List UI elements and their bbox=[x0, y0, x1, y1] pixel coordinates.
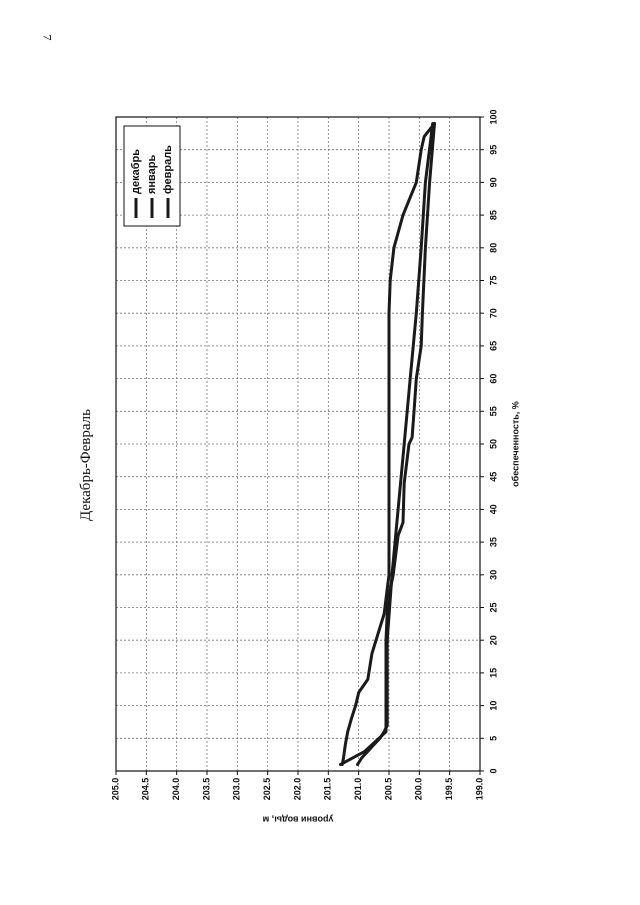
plot-area: 0 5 10 15 20 25 30 35 40 45 50 55 60 65 70 75 80 85 90 95 10… bbox=[110, 109, 520, 824]
y-tick-label: 204.5 bbox=[141, 778, 151, 801]
x-tick-label: 20 bbox=[488, 635, 498, 645]
x-tick-label: 50 bbox=[488, 439, 498, 449]
x-tick-label: 40 bbox=[488, 504, 498, 514]
x-tick-label: 65 bbox=[488, 341, 498, 351]
series-line-3 bbox=[356, 122, 435, 766]
y-tick-label: 204.0 bbox=[171, 778, 181, 801]
legend-label: январь bbox=[146, 154, 158, 194]
x-axis-label: обеспеченность, % bbox=[510, 401, 520, 487]
series-line-1 bbox=[340, 122, 436, 766]
x-tick-label: 70 bbox=[488, 308, 498, 318]
x-tick-label: 15 bbox=[488, 668, 498, 678]
chart-title: Декабрь-Февраль bbox=[78, 409, 94, 521]
y-tick-label: 205.0 bbox=[110, 778, 120, 801]
x-tick-label: 75 bbox=[488, 275, 498, 285]
x-tick-label: 55 bbox=[488, 406, 498, 416]
y-tick-label: 202.5 bbox=[262, 778, 272, 801]
x-tick-label: 85 bbox=[488, 210, 498, 220]
y-tick-label: 203.0 bbox=[232, 778, 242, 801]
y-tick-label: 200.5 bbox=[383, 778, 393, 801]
plot-frame bbox=[115, 116, 481, 772]
x-tick-label: 60 bbox=[488, 374, 498, 384]
y-tick-label: 202.0 bbox=[292, 778, 302, 801]
legend-label: февраль bbox=[162, 145, 174, 194]
y-tick-label: 199.0 bbox=[474, 778, 484, 801]
y-tick-label: 201.0 bbox=[353, 778, 363, 801]
x-tick-label: 90 bbox=[488, 177, 498, 187]
x-tick-label: 25 bbox=[488, 602, 498, 612]
x-tick-label: 10 bbox=[488, 701, 498, 711]
y-tick-label: 199.5 bbox=[444, 778, 454, 801]
x-tick-label: 0 bbox=[488, 768, 498, 773]
y-tick-label: 201.5 bbox=[323, 778, 333, 801]
x-tick-label: 5 bbox=[488, 736, 498, 741]
y-tick-label: 200.0 bbox=[414, 778, 424, 801]
x-tick-label: 35 bbox=[488, 537, 498, 547]
x-tick-label: 100 bbox=[488, 109, 498, 124]
x-tick-label: 45 bbox=[488, 472, 498, 482]
y-axis-label: уровни воды, м bbox=[262, 815, 333, 825]
x-tick-label: 80 bbox=[488, 243, 498, 253]
y-tick-label: 203.5 bbox=[201, 778, 211, 801]
x-tick-label: 30 bbox=[488, 570, 498, 580]
legend-label: декабрь bbox=[130, 149, 142, 194]
x-tick-label: 95 bbox=[488, 145, 498, 155]
